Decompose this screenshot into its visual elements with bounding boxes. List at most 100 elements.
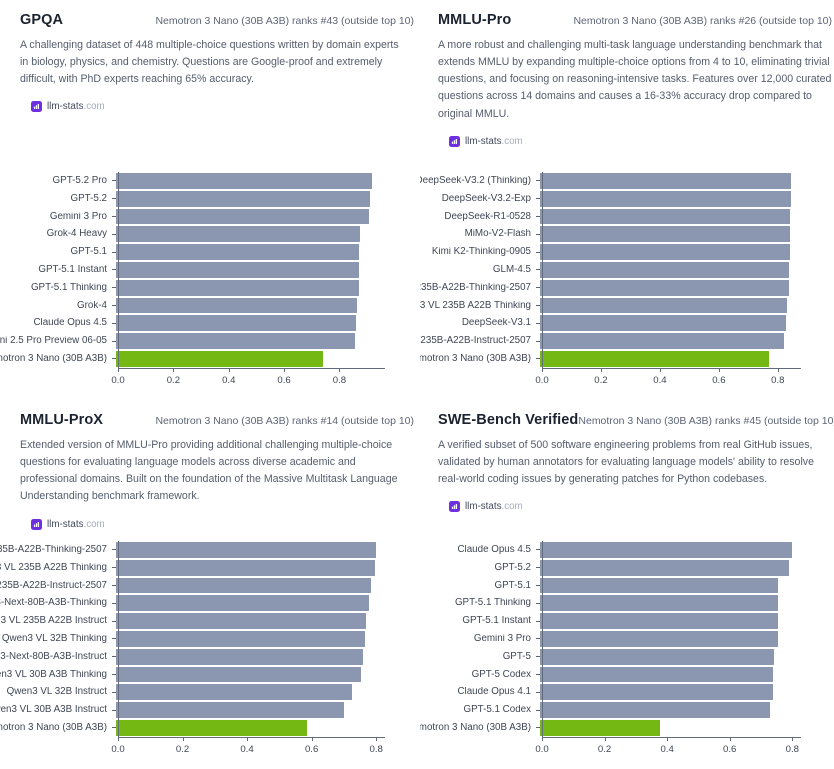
chart-bar-row[interactable]: Qwen3 235B-A22B-Instruct-2507 [420,332,834,350]
chart-bar[interactable] [116,666,361,683]
chart-bar-row[interactable]: Claude Opus 4.5 [0,314,420,332]
chart-bar-row[interactable]: Qwen3 VL 235B A22B Thinking [0,559,420,577]
chart-bar[interactable] [116,333,355,349]
chart-bar[interactable] [116,648,364,665]
y-axis-tick [112,358,116,360]
y-axis-tick [536,215,540,217]
chart-bar[interactable] [116,297,358,314]
chart-bar-row[interactable]: Claude Opus 4.5 [420,541,834,559]
chart-bar[interactable] [540,333,785,349]
chart-bar[interactable] [540,702,770,718]
chart-bar-row[interactable]: GPT-5.2 Pro [0,172,420,190]
chart-bar-row[interactable]: GPT-5 [420,648,834,666]
chart-bar-highlight[interactable] [116,719,308,736]
chart-bar[interactable] [540,666,773,683]
chart-bar-row[interactable]: Qwen3 VL 235B A22B Thinking [420,297,834,315]
chart-bar-row[interactable]: GPT-5.2 [420,559,834,577]
chart-bar[interactable] [540,648,775,665]
chart-bar-row[interactable]: Nemotron 3 Nano (30B A3B) [420,350,834,368]
chart-bar-row[interactable]: DeepSeek-V3.1 [420,314,834,332]
chart-bar-row[interactable]: Gemini 2.5 Pro Preview 06-05 [0,332,420,350]
chart-bar[interactable] [540,173,791,189]
y-axis-spine [542,541,543,738]
chart-bar-highlight[interactable] [540,719,661,736]
chart-bar-highlight[interactable] [116,350,324,367]
chart-bar[interactable] [116,630,365,647]
chart-bar[interactable] [540,261,790,278]
chart-bar-row[interactable]: MiMo-V2-Flash [420,225,834,243]
chart-bar[interactable] [540,208,791,225]
chart-bar[interactable] [116,226,361,243]
chart-bar-row[interactable]: Grok-4 [0,297,420,315]
chart-bar-row[interactable]: Kimi K2-Thinking-0905 [420,243,834,261]
chart-bar-row[interactable]: Qwen3 VL 30B A3B Thinking [0,666,420,684]
chart-bar[interactable] [540,297,788,314]
chart-bar-row[interactable]: Nemotron 3 Nano (30B A3B) [420,719,834,737]
chart-bar[interactable] [116,595,369,612]
chart-bar-row[interactable]: GPT-5 Codex [420,666,834,684]
chart-bar[interactable] [540,226,790,243]
chart-bar[interactable] [116,315,357,332]
chart-bar-row[interactable]: DeepSeek-V3.2 (Thinking) [420,172,834,190]
chart-bar-row[interactable]: Grok-4 Heavy [0,225,420,243]
chart-bar[interactable] [116,577,372,594]
bar-category-label: Nemotron 3 Nano (30B A3B) [420,354,536,364]
chart-bar-row[interactable]: GPT-5.2 [0,190,420,208]
chart-bar[interactable] [116,559,375,576]
source-attribution[interactable]: llm-stats .com [449,135,834,147]
bar-track [540,612,834,630]
chart-bar[interactable] [540,559,790,576]
chart-bar-row[interactable]: Nemotron 3 Nano (30B A3B) [0,350,420,368]
chart-bar-row[interactable]: Qwen3 235B-A22B-Instruct-2507 [0,577,420,595]
chart-bar[interactable] [540,684,773,701]
chart-bar-row[interactable]: Qwen3 235B-A22B-Thinking-2507 [0,541,420,559]
chart-bar-row[interactable]: Qwen3 VL 32B Thinking [0,630,420,648]
chart-bar-row[interactable]: Gemini 3 Pro [420,630,834,648]
chart-bar[interactable] [116,279,360,296]
chart-bar-row[interactable]: Gemini 3 Pro [0,208,420,226]
chart-bar-row[interactable]: DeepSeek-R1-0528 [420,208,834,226]
chart-bar[interactable] [116,542,377,558]
chart-bar[interactable] [540,190,791,207]
chart-bar[interactable] [540,613,779,629]
chart-bar-row[interactable]: Qwen3 VL 30B A3B Instruct [0,701,420,719]
chart-bar-row[interactable]: Qwen3-Next-80B-A3B-Thinking [0,594,420,612]
chart-bar[interactable] [540,244,790,260]
chart-bar-row[interactable]: GPT-5.1 [420,577,834,595]
chart-bar[interactable] [116,173,373,189]
chart-bar-row[interactable]: GPT-5.1 Thinking [420,594,834,612]
chart-bar-row[interactable]: GPT-5.1 Instant [420,612,834,630]
chart-bar-highlight[interactable] [540,350,770,367]
chart-bar-row[interactable]: GLM-4.5 [420,261,834,279]
y-axis-tick [536,620,540,622]
chart-bar[interactable] [116,208,369,225]
chart-bar[interactable] [540,315,787,332]
x-axis: 0.0 0.2 0.4 0.6 0.8 [420,368,834,398]
chart-bar-row[interactable]: GPT-5.1 Instant [0,261,420,279]
chart-bar-row[interactable]: Claude Opus 4.1 [420,683,834,701]
chart-bar[interactable] [540,279,789,296]
chart-bar[interactable] [540,542,793,558]
chart-bar[interactable] [116,190,371,207]
chart-bar[interactable] [116,613,367,629]
chart-bar-row[interactable]: DeepSeek-V3.2-Exp [420,190,834,208]
chart-bar-row[interactable]: Qwen3 235B-A22B-Thinking-2507 [420,279,834,297]
chart-bar[interactable] [116,702,344,718]
chart-bar[interactable] [540,630,778,647]
source-attribution[interactable]: llm-stats .com [31,518,420,530]
source-attribution[interactable]: llm-stats .com [31,101,420,113]
chart-bar[interactable] [116,244,360,260]
chart-bar-row[interactable]: Nemotron 3 Nano (30B A3B) [0,719,420,737]
chart-bar-row[interactable]: GPT-5.1 Codex [420,701,834,719]
chart-bar[interactable] [540,577,779,594]
source-attribution[interactable]: llm-stats .com [449,501,834,513]
chart-bar-row[interactable]: Qwen3 VL 235B A22B Instruct [0,612,420,630]
chart-bar[interactable] [540,595,779,612]
chart-bar-row[interactable]: GPT-5.1 [0,243,420,261]
chart-bar[interactable] [116,261,360,278]
chart-bar-row[interactable]: Qwen3-Next-80B-A3B-Instruct [0,648,420,666]
chart-bar-row[interactable]: GPT-5.1 Thinking [0,279,420,297]
bar-track [540,332,834,350]
chart-bar[interactable] [116,684,352,701]
chart-bar-row[interactable]: Qwen3 VL 32B Instruct [0,683,420,701]
